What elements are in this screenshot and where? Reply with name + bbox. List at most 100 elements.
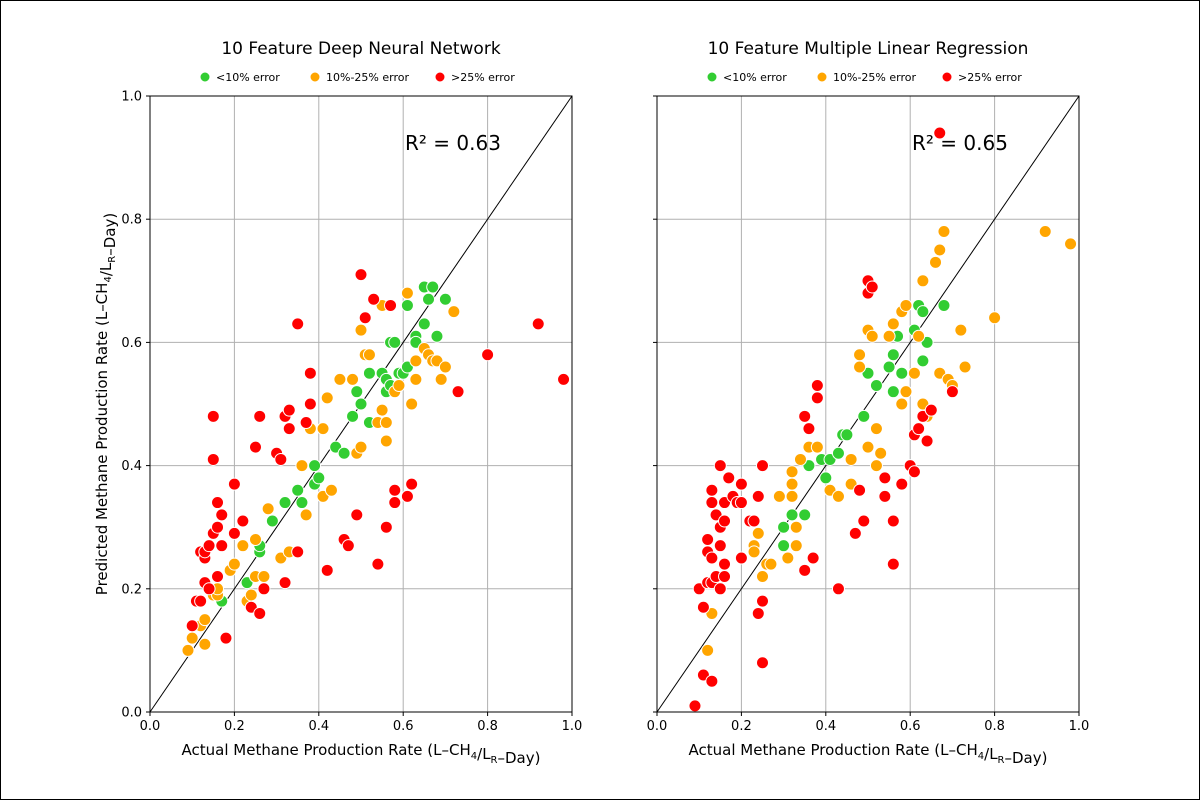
data-point-high — [718, 514, 732, 528]
data-point-high — [278, 576, 292, 590]
x-tick-label: 0.2 — [224, 719, 245, 734]
data-point-low — [819, 471, 833, 485]
x-tick-labels: 0.0 0.2 0.4 0.6 0.8 1.0 — [140, 712, 582, 734]
data-point-low — [295, 496, 309, 510]
data-point-high — [215, 539, 229, 553]
data-point-high — [379, 520, 393, 534]
data-point-high — [848, 526, 862, 540]
data-point-mid — [438, 360, 452, 374]
data-point-high — [886, 557, 900, 571]
data-point-mid — [409, 372, 423, 386]
data-point-mid — [354, 440, 368, 454]
data-point-high — [920, 434, 934, 448]
data-point-high — [202, 582, 216, 596]
panel-dnn: 0.0 0.2 0.4 0.6 0.8 1.0 0.0 0.2 0.4 0.6 0.8 1.0 10… — [93, 39, 582, 767]
x-tick-labels: 0.0 0.2 0.4 0.6 0.8 1.0 — [647, 712, 1090, 734]
data-point-high — [933, 126, 947, 140]
data-point-high — [354, 268, 368, 282]
data-point-mid — [899, 298, 913, 312]
data-point-high — [886, 514, 900, 528]
data-point-high — [206, 409, 220, 423]
x-tick-label: 0.0 — [140, 719, 161, 734]
data-point-mid — [793, 452, 807, 466]
data-point-high — [713, 539, 727, 553]
data-point-high — [756, 656, 769, 670]
legend-label-high: >25% error — [958, 71, 1022, 84]
data-point-mid — [756, 569, 769, 583]
data-point-mid — [751, 526, 765, 540]
y-tick-label: 0.4 — [121, 459, 142, 474]
data-point-high — [722, 471, 736, 485]
data-point-high — [865, 280, 879, 294]
y-tick-labels: 0.0 0.2 0.4 0.6 0.8 1.0 — [121, 90, 150, 721]
data-point-mid — [181, 643, 195, 657]
data-point-high — [341, 539, 355, 553]
data-point-high — [912, 422, 926, 436]
data-point-low — [400, 298, 414, 312]
data-point-high — [734, 477, 748, 491]
chart-title: 10 Feature Multiple Linear Regression — [708, 39, 1029, 59]
data-point-high — [810, 379, 824, 393]
data-point-mid — [844, 452, 858, 466]
data-point-mid — [912, 329, 926, 343]
data-point-mid — [1038, 225, 1052, 239]
data-point-low — [362, 366, 376, 380]
data-point-high — [257, 582, 271, 596]
data-point-mid — [185, 631, 199, 645]
data-point-mid — [874, 446, 888, 460]
y-tick-label: 0.0 — [121, 706, 142, 721]
data-point-low — [388, 335, 402, 349]
data-point-mid — [324, 483, 338, 497]
data-point-high — [756, 459, 769, 473]
data-point-mid — [261, 502, 275, 516]
data-point-mid — [375, 403, 389, 417]
data-point-low — [916, 305, 930, 319]
data-point-low — [869, 379, 883, 393]
data-point-high — [451, 385, 465, 399]
panel-mlr: 0.0 0.2 0.4 0.6 0.8 1.0 10 Feature Multiple L… — [647, 39, 1090, 767]
data-point-high — [211, 496, 225, 510]
data-point-high — [185, 619, 199, 633]
data-point-high — [202, 539, 216, 553]
data-point-high — [705, 551, 719, 565]
data-point-high — [303, 366, 317, 380]
data-point-high — [810, 391, 824, 405]
data-point-high — [320, 563, 334, 577]
data-point-mid — [785, 477, 799, 491]
y-tick-label: 0.2 — [121, 582, 142, 597]
data-point-high — [857, 514, 871, 528]
legend-marker-low — [199, 71, 211, 83]
data-point-mid — [886, 317, 900, 331]
data-point-mid — [405, 397, 419, 411]
data-point-high — [718, 569, 732, 583]
data-point-mid — [933, 243, 947, 257]
legend-label-low: <10% error — [723, 71, 787, 84]
data-point-mid — [853, 348, 867, 362]
y-tick-label: 0.6 — [121, 336, 142, 351]
data-point-high — [215, 508, 229, 522]
data-point-high — [206, 452, 220, 466]
x-tick-label: 0.6 — [393, 719, 414, 734]
data-point-high — [400, 489, 414, 503]
data-point-high — [831, 582, 845, 596]
data-point-low — [777, 520, 791, 534]
data-point-mid — [198, 637, 212, 651]
data-point-mid — [882, 329, 896, 343]
data-point-low — [785, 508, 799, 522]
legend: <10% error 10%-25% error >25% error — [199, 71, 515, 84]
data-point-mid — [316, 422, 330, 436]
data-point-mid — [320, 391, 334, 405]
legend-label-high: >25% error — [451, 71, 515, 84]
data-point-high — [705, 496, 719, 510]
data-point-high — [853, 483, 867, 497]
legend-marker-mid — [816, 71, 828, 83]
data-point-low — [354, 397, 368, 411]
data-point-mid — [400, 286, 414, 300]
y-tick-marks — [653, 95, 657, 713]
x-tick-label: 0.0 — [647, 719, 668, 734]
x-tick-label: 1.0 — [1069, 719, 1090, 734]
data-point-high — [802, 422, 816, 436]
data-points — [181, 268, 571, 657]
data-point-low — [337, 446, 351, 460]
data-point-high — [713, 582, 727, 596]
